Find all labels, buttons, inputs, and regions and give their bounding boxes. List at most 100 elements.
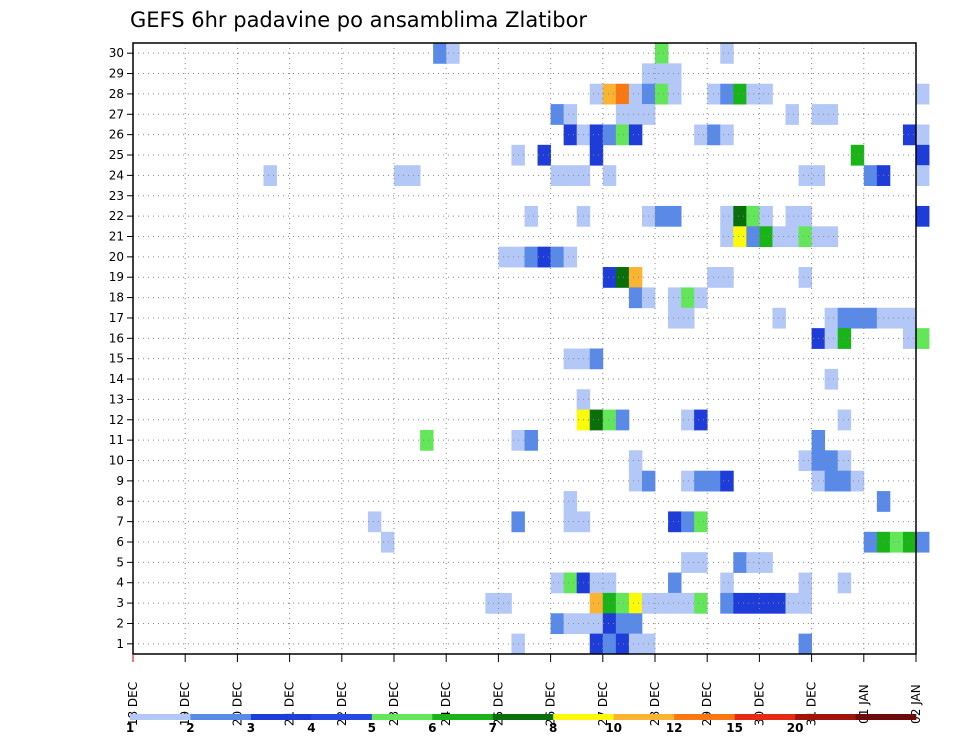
precip-cell	[602, 124, 617, 146]
colorbar-label: 8	[549, 721, 557, 735]
precip-cell	[628, 613, 643, 635]
colorbar-label: 5	[368, 721, 376, 735]
chart-title: GEFS 6hr padavine po ansamblima Zlatibor	[130, 8, 587, 32]
y-tick-label: 10	[109, 454, 124, 468]
precip-cell	[889, 531, 904, 553]
precip-cell	[824, 450, 839, 472]
precip-cell	[589, 572, 604, 594]
precip-cell	[655, 592, 669, 614]
precip-cell	[863, 165, 878, 186]
precip-cell	[916, 83, 930, 105]
precip-cell	[798, 572, 812, 594]
precip-cell	[563, 104, 578, 125]
precip-cell	[628, 287, 643, 309]
precip-cell	[824, 328, 839, 349]
precip-cell	[798, 592, 812, 614]
precip-cell	[837, 470, 852, 492]
precip-cell	[720, 592, 734, 614]
precip-cell	[602, 267, 617, 288]
x-tick-label: 01 JAN	[857, 684, 871, 724]
colorbar-segment	[190, 714, 252, 720]
precip-cell	[824, 368, 839, 390]
colorbar-segment	[734, 714, 796, 720]
precip-cell	[785, 205, 799, 227]
colorbar-segment	[492, 714, 554, 720]
precip-cell	[550, 104, 565, 125]
precip-cell	[798, 165, 812, 186]
precip-cell	[798, 226, 812, 248]
precip-cell	[720, 267, 734, 288]
precip-cell	[733, 226, 747, 248]
precip-cell	[628, 104, 643, 125]
precip-cell	[916, 531, 930, 553]
precip-cell	[798, 450, 812, 472]
colorbar-label: 3	[247, 721, 255, 735]
y-tick-label: 23	[109, 189, 124, 203]
precip-cell	[628, 633, 643, 655]
precip-cell	[785, 592, 799, 614]
precip-cell	[850, 307, 865, 329]
precip-cell	[720, 470, 734, 492]
y-axis: 1234567891011121314151617181920212223242…	[109, 46, 133, 651]
colorbar: 1 2 3 4 5 6 7 8 10 12 15 20	[126, 714, 917, 735]
y-tick-label: 24	[109, 168, 124, 182]
precip-cell	[628, 592, 643, 614]
precip-cell	[563, 246, 578, 268]
precip-cell	[668, 307, 682, 329]
precip-cell	[498, 592, 512, 614]
precip-cell	[563, 348, 578, 370]
precip-cell	[668, 83, 682, 105]
precip-cell	[524, 246, 538, 268]
colorbar-label: 10	[605, 721, 622, 735]
precip-cell	[628, 450, 643, 472]
precip-cell	[628, 83, 643, 105]
precip-cell	[772, 307, 786, 329]
y-tick-label: 6	[116, 535, 124, 549]
y-tick-label: 16	[109, 331, 124, 345]
colorbar-label: 4	[307, 721, 315, 735]
y-tick-label: 1	[116, 637, 124, 651]
y-tick-label: 22	[109, 209, 124, 223]
precip-cell	[850, 144, 865, 166]
y-tick-label: 28	[109, 87, 124, 101]
y-tick-label: 25	[109, 148, 124, 162]
precip-cell	[563, 572, 578, 594]
precip-cell	[615, 633, 630, 655]
y-tick-label: 29	[109, 67, 124, 81]
precip-cell	[668, 205, 682, 227]
y-tick-label: 27	[109, 107, 124, 121]
precip-cell	[916, 124, 930, 146]
precip-cell	[720, 205, 734, 227]
precip-cell	[902, 307, 917, 329]
precip-cell	[563, 511, 578, 533]
y-tick-label: 26	[109, 128, 124, 142]
precip-cell	[668, 63, 682, 85]
precip-cell	[837, 450, 852, 472]
precip-cell	[380, 531, 395, 553]
precip-cell	[798, 267, 812, 288]
precip-cell	[615, 104, 630, 125]
y-tick-label: 30	[109, 46, 124, 60]
precip-cell	[824, 470, 839, 492]
precip-cell	[589, 409, 604, 431]
colorbar-label: 15	[726, 721, 743, 735]
precip-cell	[889, 307, 904, 329]
precip-cell	[628, 267, 643, 288]
precip-cell	[602, 592, 617, 614]
precip-cell	[589, 592, 604, 614]
y-tick-label: 8	[116, 494, 124, 508]
precip-cell	[668, 511, 682, 533]
precip-cell	[785, 104, 799, 125]
precip-cell	[837, 409, 852, 431]
precip-cell	[681, 552, 695, 573]
precip-cell	[615, 592, 630, 614]
precip-cell	[550, 165, 565, 186]
colorbar-segment	[795, 714, 856, 720]
precip-cell	[798, 205, 812, 227]
y-tick-label: 17	[109, 311, 124, 325]
precip-cell	[694, 409, 708, 431]
precip-cell	[837, 328, 852, 349]
precip-cell	[433, 43, 447, 64]
precip-cell	[668, 287, 682, 309]
